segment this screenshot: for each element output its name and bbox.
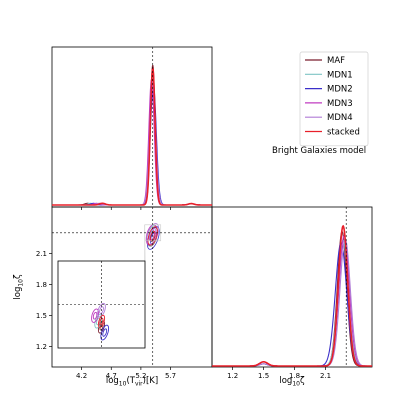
- tvir-curve-mdn2: [52, 83, 212, 206]
- joint-y-tick-label: 1.5: [36, 312, 47, 320]
- tvir-marginal-panel: [51, 46, 213, 208]
- joint-y-tick-label: 1.8: [36, 281, 47, 289]
- inset-contour-mdn3-1sigma: [92, 311, 98, 320]
- joint-contours: [145, 223, 160, 250]
- legend-label-mdn4: MDN4: [327, 113, 353, 123]
- legend-label-mdn2: MDN2: [327, 85, 353, 95]
- zeta-x-tick-label: 2.1: [320, 372, 331, 380]
- tvir-marginal-curves: [52, 64, 212, 206]
- axis-ticks: 4.2 4.7 5.2 5.7 1.2 1.5 1.8 2.1 1.2 1.5 1.8 2.1: [36, 207, 331, 380]
- inset-contour-stacked-2sigma: [97, 314, 106, 328]
- zeta-x-tick-label: 1.2: [227, 372, 238, 380]
- legend-label-mdn1: MDN1: [327, 70, 353, 80]
- zeta-marginal-curves: [212, 224, 372, 367]
- zeta-x-tick-label: 1.8: [289, 372, 300, 380]
- zeta-x-tick-label: 1.5: [258, 372, 269, 380]
- zeta-curve-stacked: [212, 224, 372, 367]
- legend-label-mdn3: MDN3: [327, 99, 353, 109]
- model-label: Bright Galaxies model: [272, 146, 366, 156]
- legend-frame: [299, 51, 369, 147]
- tvir-curve-mdn3: [52, 77, 212, 206]
- inset-contour-mdn2-1sigma: [102, 328, 108, 337]
- zoom-inset: [57, 260, 146, 349]
- tvir-curve-stacked: [52, 67, 212, 206]
- joint-contour-mdn3-1sigma: [148, 229, 155, 241]
- legend-label-stacked: stacked: [327, 128, 360, 138]
- inset-contour-mdn4-1sigma: [99, 306, 104, 314]
- zeta-x-axis-title: log10ζ: [279, 376, 305, 388]
- truth-lines: [52, 47, 347, 367]
- zeta-marginal-panel: [211, 206, 373, 368]
- tvir-curve-maf: [52, 64, 212, 206]
- joint-y-axis-title: log10ζ: [13, 274, 25, 300]
- joint-y-tick-label: 1.2: [36, 343, 47, 351]
- legend: MAF MDN1 MDN2 MDN3 MDN4 stacked: [299, 51, 369, 147]
- tvir-curve-mdn4: [52, 80, 212, 206]
- inset-contour-mdn2-2sigma: [100, 324, 110, 341]
- joint-contour-mdn3-2sigma: [145, 224, 158, 246]
- joint-x-tick-label: 5.2: [135, 372, 146, 380]
- joint-y-tick-label: 2.1: [36, 250, 47, 258]
- legend-label-maf: MAF: [327, 56, 345, 66]
- joint-x-tick-label: 5.7: [165, 372, 176, 380]
- joint-x-axis-title: log10(Tvir)[K]: [106, 376, 158, 388]
- joint-contour-mdn2-2sigma: [147, 226, 160, 250]
- tvir-curve-mdn1: [52, 75, 212, 206]
- joint-x-tick-label: 4.2: [76, 372, 87, 380]
- inset-contour-mdn4-2sigma: [97, 302, 106, 318]
- joint-x-tick-label: 4.7: [106, 372, 117, 380]
